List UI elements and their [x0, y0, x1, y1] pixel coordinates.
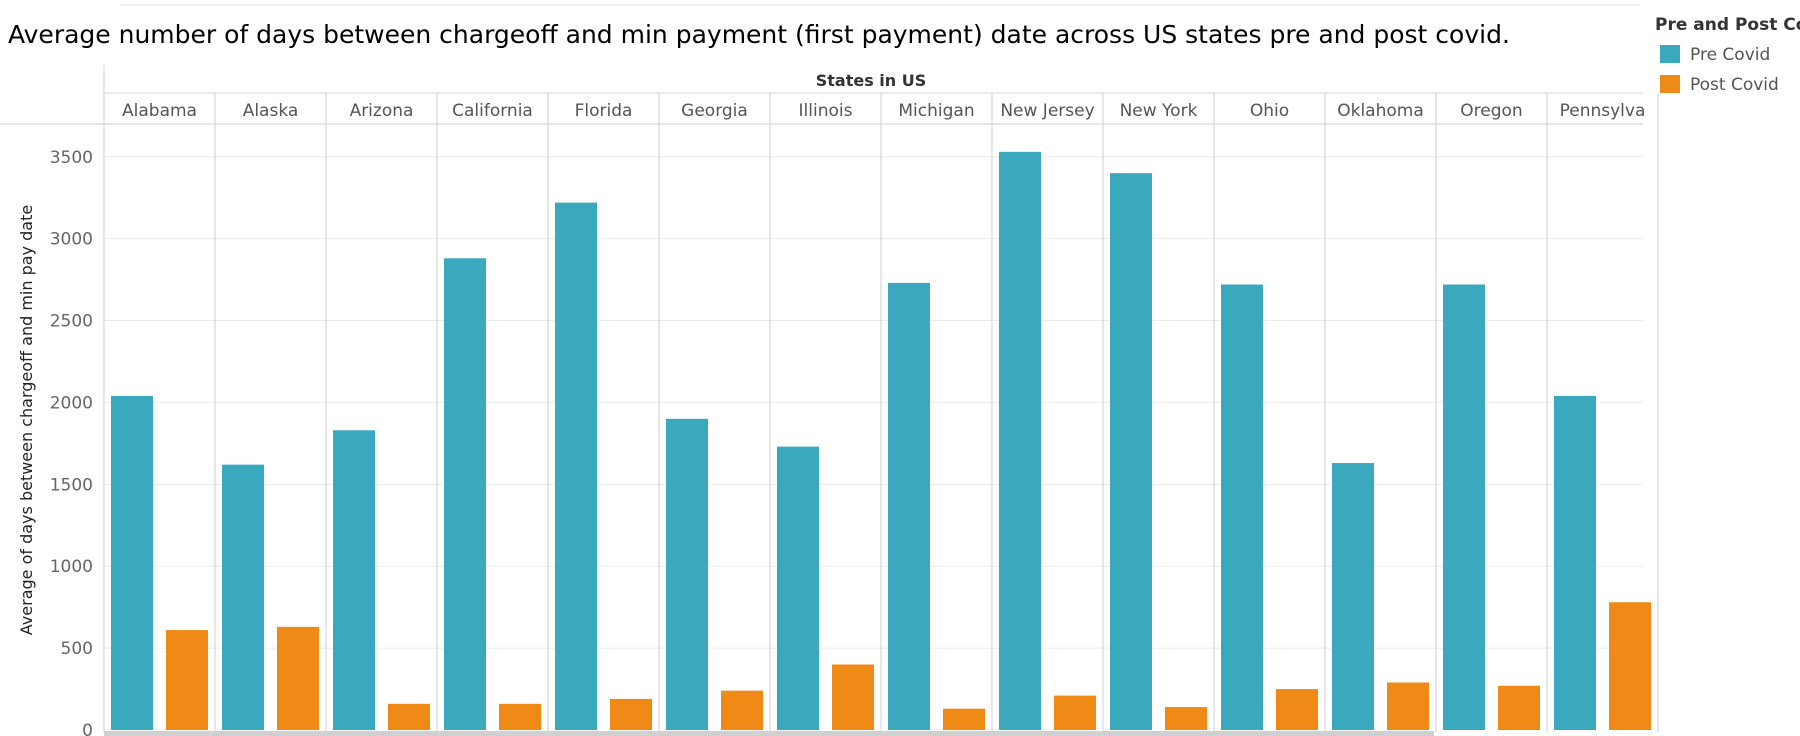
legend-swatch-pre-covid — [1660, 45, 1680, 63]
bar-post-covid[interactable] — [610, 698, 652, 730]
y-tick-label: 2000 — [50, 393, 93, 413]
bar-pre-covid[interactable] — [555, 202, 597, 730]
category-label: Arizona — [350, 101, 414, 121]
bar-post-covid[interactable] — [1165, 707, 1207, 730]
bar-post-covid[interactable] — [943, 708, 985, 730]
bar-post-covid[interactable] — [1054, 695, 1096, 730]
y-tick-label: 2500 — [50, 312, 93, 332]
bar-post-covid[interactable] — [1609, 602, 1651, 730]
bar-pre-covid[interactable] — [999, 151, 1041, 730]
y-tick-label: 3000 — [50, 230, 93, 250]
state-panels — [0, 65, 1659, 732]
bar-post-covid[interactable] — [388, 703, 430, 730]
y-axis-label: Average of days between chargeoff and mi… — [17, 205, 36, 635]
y-tick-label: 500 — [61, 639, 93, 659]
category-label: California — [452, 101, 533, 121]
bars — [111, 151, 1651, 730]
legend-swatch-post-covid — [1660, 75, 1680, 93]
bar-post-covid[interactable] — [277, 626, 319, 730]
bar-post-covid[interactable] — [1387, 682, 1429, 730]
bar-post-covid[interactable] — [499, 703, 541, 730]
y-tick-label: 1500 — [50, 475, 93, 495]
y-tick-label: 3500 — [50, 148, 93, 168]
bar-pre-covid[interactable] — [777, 446, 819, 730]
bar-post-covid[interactable] — [166, 630, 208, 730]
bar-pre-covid[interactable] — [222, 464, 264, 730]
category-label: Pennsylva — [1560, 101, 1646, 121]
legend-label-pre-covid: Pre Covid — [1690, 45, 1770, 65]
category-label: Florida — [575, 101, 633, 121]
y-tick-label: 0 — [82, 721, 93, 736]
y-tick-labels: 0 500 1000 1500 2000 2500 3000 3500 — [50, 148, 93, 736]
bar-pre-covid[interactable] — [666, 418, 708, 730]
category-label: New York — [1120, 101, 1198, 121]
bar-post-covid[interactable] — [832, 664, 874, 730]
legend-label-post-covid: Post Covid — [1690, 75, 1779, 95]
bar-post-covid[interactable] — [721, 690, 763, 730]
category-label: Michigan — [898, 101, 974, 121]
category-label: Georgia — [681, 101, 748, 121]
category-label: New Jersey — [1000, 101, 1094, 121]
bar-pre-covid[interactable] — [111, 395, 153, 730]
category-label: Illinois — [799, 101, 853, 121]
bar-pre-covid[interactable] — [1554, 395, 1596, 730]
category-label: Alaska — [243, 101, 299, 121]
legend-title: Pre and Post Co — [1655, 15, 1800, 35]
category-label: Oklahoma — [1337, 101, 1424, 121]
category-label: Oregon — [1460, 101, 1522, 121]
column-header: States in US — [816, 71, 927, 90]
bar-pre-covid[interactable] — [1110, 173, 1152, 730]
horizontal-scrollbar[interactable] — [104, 731, 1434, 736]
bar-pre-covid[interactable] — [333, 430, 375, 730]
bar-pre-covid[interactable] — [444, 258, 486, 730]
bar-post-covid[interactable] — [1276, 689, 1318, 730]
category-labels: Alabama Alaska Arizona California Florida Geo… — [122, 101, 1645, 121]
legend: Pre and Post Co Pre Covid Post Covid — [1655, 15, 1800, 95]
category-label: Ohio — [1250, 101, 1289, 121]
bar-pre-covid[interactable] — [1221, 284, 1263, 730]
bar-post-covid[interactable] — [1498, 685, 1540, 730]
bar-pre-covid[interactable] — [1443, 284, 1485, 730]
y-tick-label: 1000 — [50, 557, 93, 577]
chart-title: Average number of days between chargeoff… — [8, 20, 1510, 49]
category-label: Alabama — [122, 101, 197, 121]
bar-pre-covid[interactable] — [1332, 463, 1374, 730]
bar-pre-covid[interactable] — [888, 282, 930, 730]
